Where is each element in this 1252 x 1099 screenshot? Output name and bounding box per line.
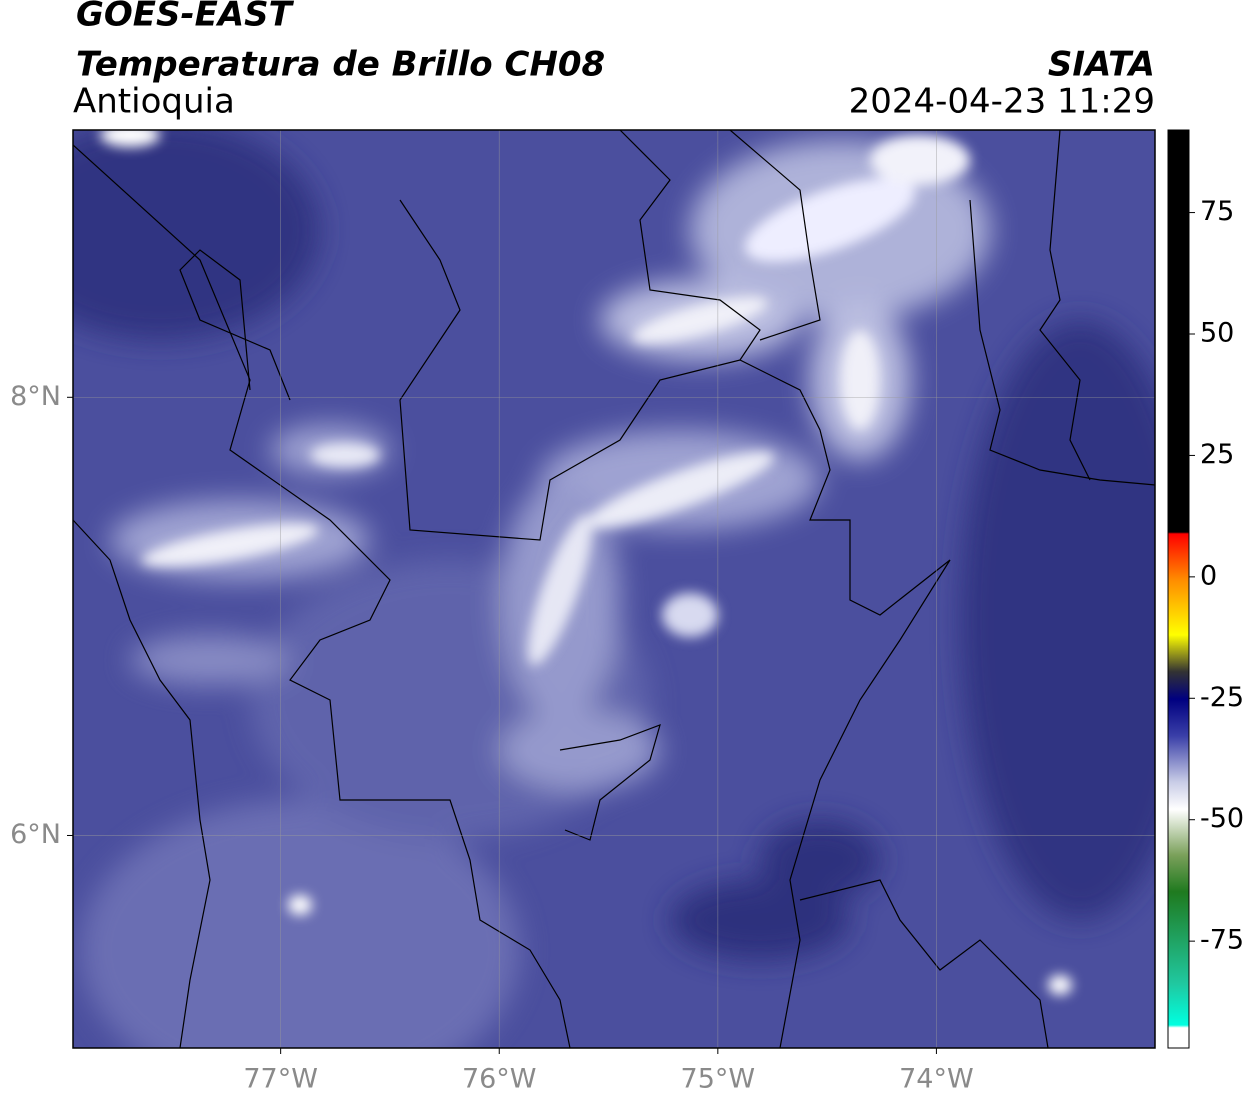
colorbar-tick-label: -50 xyxy=(1200,803,1244,834)
colorbar-tick-label: 50 xyxy=(1200,318,1234,349)
x-tick-label: 76°W xyxy=(462,1064,537,1095)
colorbar-tick-label: 0 xyxy=(1200,560,1217,591)
x-tick-label: 75°W xyxy=(681,1064,756,1095)
title: GOES-EAST xyxy=(76,0,295,35)
grid xyxy=(73,130,1155,1048)
agency: SIATA xyxy=(1048,45,1155,85)
colorbar xyxy=(1167,129,1190,1049)
colorbar-tick-label: -75 xyxy=(1200,925,1244,956)
map-frame xyxy=(72,129,1156,1049)
y-tick-label: 6°N xyxy=(10,819,61,850)
region: Antioquia xyxy=(73,82,235,122)
y-tick-label: 8°N xyxy=(10,381,61,412)
colorbar-tick-label: -25 xyxy=(1200,682,1244,713)
x-tick-label: 77°W xyxy=(243,1064,318,1095)
subtitle: Temperatura de Brillo CH08 xyxy=(76,45,605,85)
colorbar-tick-label: 25 xyxy=(1200,439,1234,470)
timestamp: 2024-04-23 11:29 xyxy=(849,82,1155,122)
x-tick-label: 74°W xyxy=(899,1064,974,1095)
map-image xyxy=(73,130,1155,1048)
colorbar-tick-label: 75 xyxy=(1200,196,1234,227)
